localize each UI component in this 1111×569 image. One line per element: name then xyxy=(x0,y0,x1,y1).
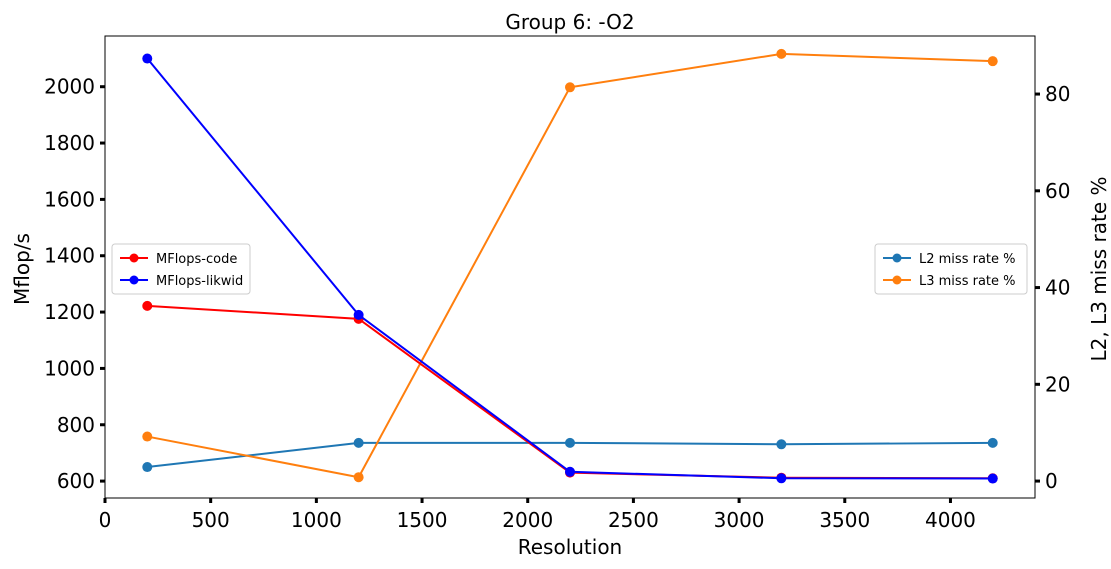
x-tick-label: 2000 xyxy=(502,508,553,532)
left-y-tick-label: 1800 xyxy=(44,131,95,155)
x-tick-label: 3500 xyxy=(819,508,870,532)
x-tick-label: 0 xyxy=(99,508,112,532)
left-y-tick-label: 1400 xyxy=(44,244,95,268)
left-y-tick-label: 1000 xyxy=(44,356,95,380)
left-series-1-point xyxy=(142,53,153,64)
series-layer xyxy=(142,48,998,484)
right-legend-swatch-marker xyxy=(892,253,902,263)
left-y-tick-label: 1600 xyxy=(44,187,95,211)
left-y-axis-label: Mflop/s xyxy=(10,233,34,305)
left-series-1-point xyxy=(565,466,575,477)
left-series-0-point xyxy=(142,300,153,311)
right-series-0-point xyxy=(353,437,364,448)
right-series-1-point xyxy=(987,56,998,67)
left-y-tick-label: 1200 xyxy=(44,300,95,324)
plot-frame xyxy=(104,35,1036,499)
chart-title: Group 6: -O2 xyxy=(505,10,634,34)
x-tick-label: 2500 xyxy=(608,508,659,532)
right-series-1-point xyxy=(353,472,364,483)
left-legend-label: MFlops-likwid xyxy=(156,274,243,289)
x-tick-label: 3000 xyxy=(714,508,765,532)
left-legend-swatch-marker xyxy=(129,253,139,263)
right-legend-box xyxy=(874,243,1028,295)
left-series-1-point xyxy=(776,473,787,484)
right-series-1-point xyxy=(776,48,787,59)
x-tick-label: 500 xyxy=(192,508,230,532)
right-y-tick-label: 60 xyxy=(1045,179,1070,203)
left-legend-label: MFlops-code xyxy=(156,252,237,267)
left-series-1-point xyxy=(987,473,998,484)
right-series-0-point xyxy=(987,437,998,448)
right-series-1-point xyxy=(142,431,153,442)
right-legend-label: L3 miss rate % xyxy=(919,274,1016,289)
x-tick-label: 1000 xyxy=(291,508,342,532)
right-y-tick-label: 80 xyxy=(1045,82,1070,106)
right-legend-label: L2 miss rate % xyxy=(919,252,1016,267)
axes-layer: 0 500 1000 1500 2000 2500 3000 3500 400060080010… xyxy=(44,35,1070,532)
right-series-1-line xyxy=(147,52,993,479)
x-tick-label: 1500 xyxy=(397,508,448,532)
legend-layer: MFlops-code MFlops-likwid L2 miss rate % L3… xyxy=(111,243,1028,295)
right-series-0-point xyxy=(776,439,787,450)
right-y-tick-label: 20 xyxy=(1045,372,1070,396)
right-y-axis-label: L2, L3 miss rate % xyxy=(1087,176,1111,361)
right-series-0-point xyxy=(565,437,575,448)
right-series-1-point xyxy=(565,82,575,93)
left-series-1-line xyxy=(146,57,993,480)
x-axis-label: Resolution xyxy=(518,535,623,559)
x-tick-label: 4000 xyxy=(925,508,976,532)
left-legend-swatch-marker xyxy=(129,275,139,285)
right-legend-swatch-marker xyxy=(892,275,902,285)
left-y-tick-label: 800 xyxy=(57,413,95,437)
left-y-tick-label: 600 xyxy=(57,469,95,493)
left-y-tick-label: 2000 xyxy=(44,75,95,99)
right-y-tick-label: 40 xyxy=(1045,276,1070,300)
right-series-0-point xyxy=(142,462,153,473)
left-series-1-point xyxy=(353,309,364,320)
left-legend-box xyxy=(111,243,251,295)
right-y-tick-label: 0 xyxy=(1045,469,1058,493)
